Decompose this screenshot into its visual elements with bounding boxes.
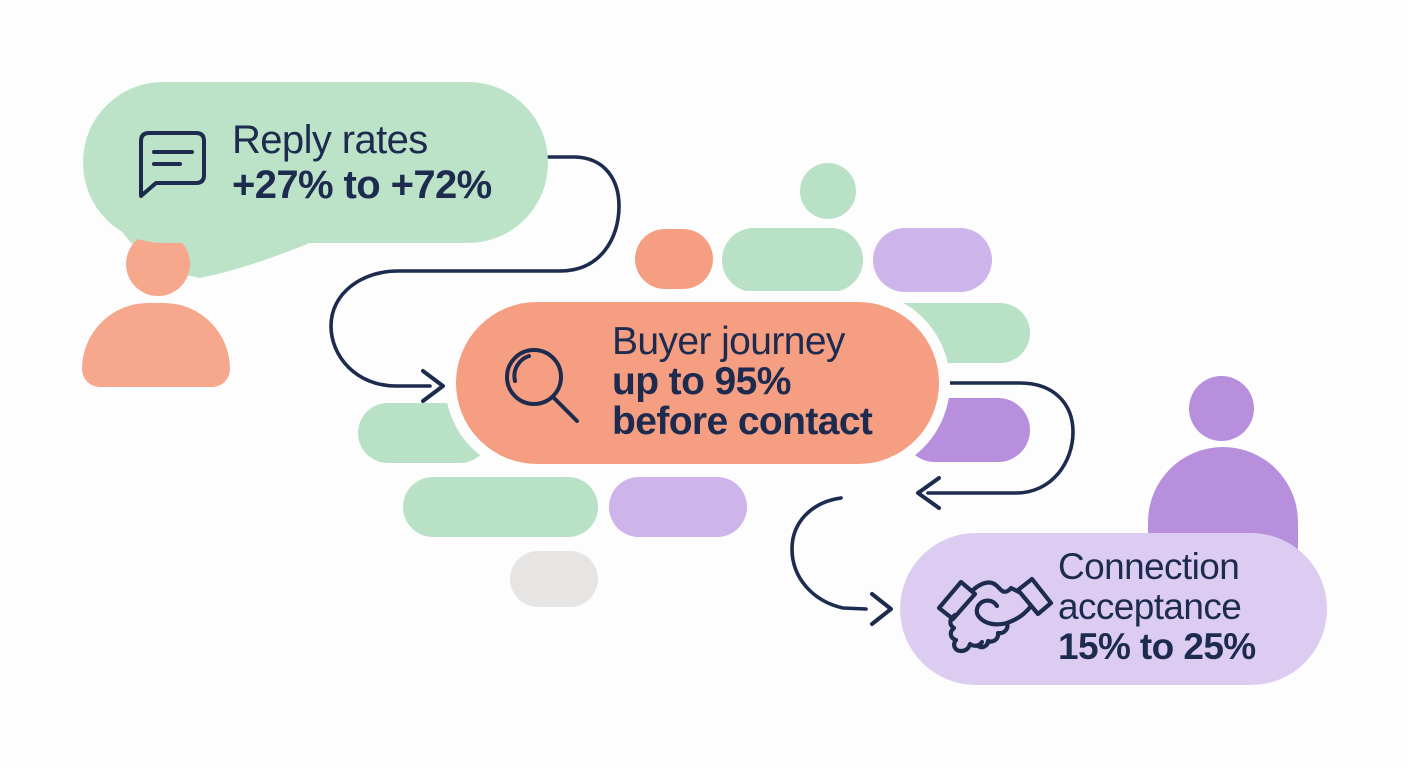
decorative-pill [722,228,863,292]
reply-rates-text: Reply rates +27% to +72% [232,118,492,208]
connection-acceptance-text: Connection acceptance 15% to 25% [1058,547,1256,667]
buyer-journey-value: up to 95% [612,360,791,403]
decorative-pill [403,477,598,537]
connection-acceptance-bubble [900,533,1327,685]
reply-rates-label: Reply rates [232,118,428,162]
decorative-pill [873,228,992,292]
buyer-journey-label: Buyer journey [612,320,845,363]
person-silhouette-head-right [1189,376,1254,441]
handshake-icon [936,576,1054,654]
search-icon [505,348,579,423]
decorative-pill [635,229,713,289]
arrowhead-right-icon [421,369,445,403]
person-silhouette-body-left [82,303,230,387]
arrowhead-right-icon [870,592,893,626]
flow-arrow-1 [329,155,621,388]
decorative-pill [609,477,747,537]
buyer-journey-value2: before contact [612,400,873,443]
connection-label: Connection [1058,546,1240,587]
connection-value: 15% to 25% [1058,626,1256,667]
reply-rates-value: +27% to +72% [232,163,492,207]
arrowhead-left-icon [916,476,941,510]
chat-icon [139,131,206,198]
buyer-journey-bubble [445,291,950,475]
decorative-pill [510,551,598,607]
flow-arrow-2 [926,381,1075,495]
connection-label2: acceptance [1058,586,1242,627]
buyer-journey-text: Buyer journey up to 95% before contact [612,320,873,443]
flow-arrow-3 [790,496,868,611]
decorative-circle [800,163,856,219]
